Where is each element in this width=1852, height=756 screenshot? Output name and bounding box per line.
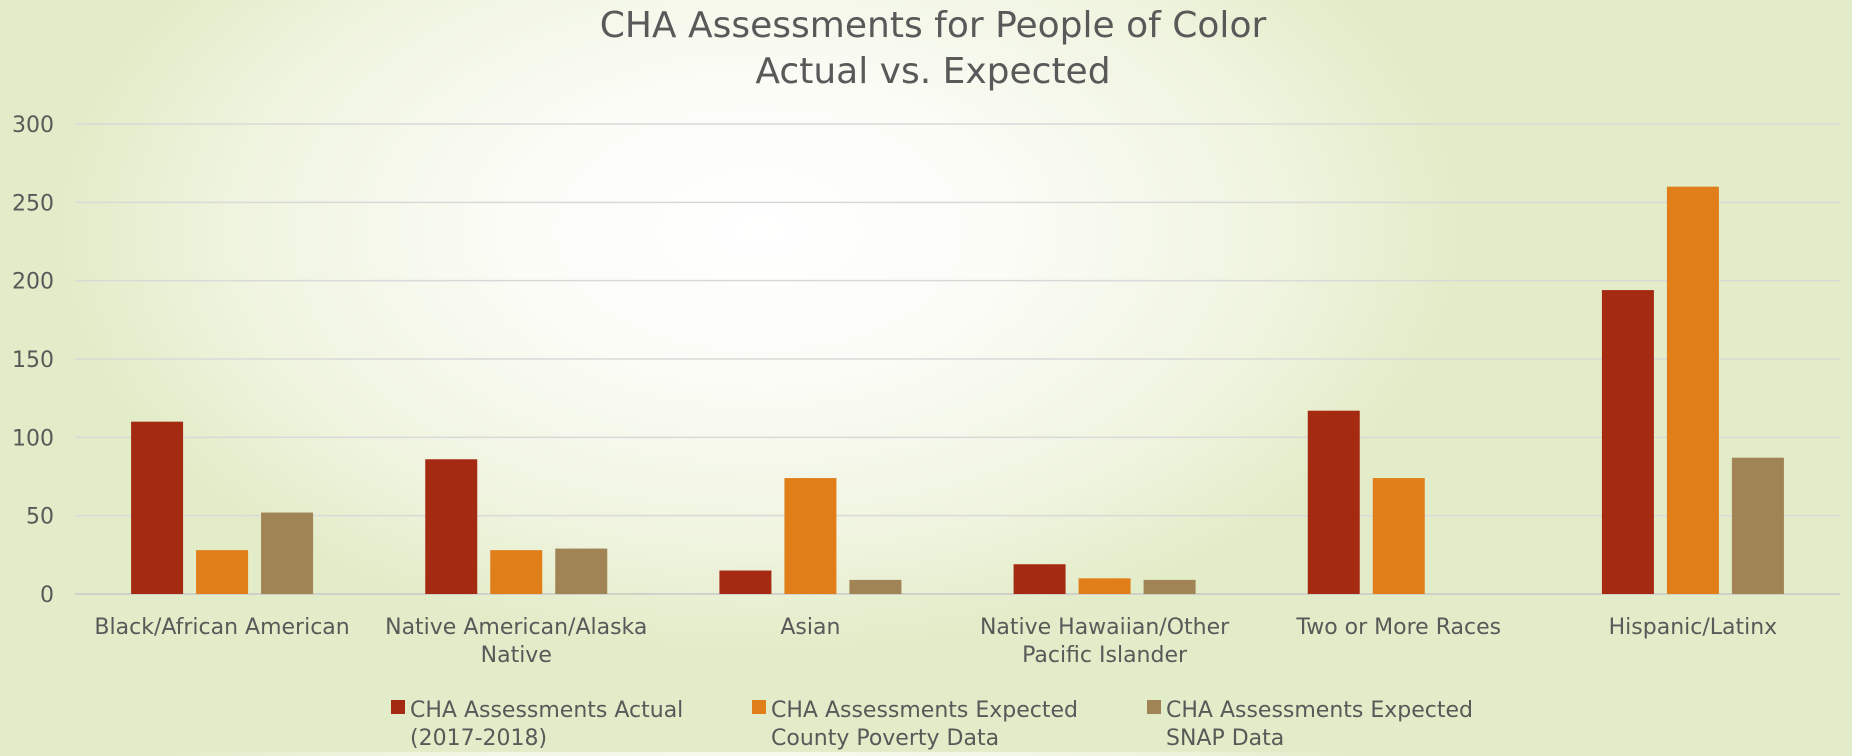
bar <box>1143 579 1196 594</box>
x-tick-label: Hispanic/Latinx <box>1609 615 1778 640</box>
bar <box>1731 457 1784 594</box>
legend-label: CHA Assessments Expected <box>1166 698 1473 723</box>
bar <box>849 579 902 594</box>
x-axis: Black/African American Native American/Al… <box>94 615 1777 668</box>
legend-label: (2017-2018) <box>410 726 547 751</box>
legend-swatch <box>391 700 405 714</box>
y-axis: 0 50 100 150 200 250 300 <box>12 113 54 608</box>
bar <box>490 550 543 594</box>
legend-label: CHA Assessments Actual <box>410 698 683 723</box>
bars <box>131 186 1784 594</box>
y-tick-label: 0 <box>40 583 54 608</box>
legend-swatch <box>1147 700 1161 714</box>
bar <box>555 548 608 594</box>
x-tick-label: Black/African American <box>94 615 349 640</box>
legend-label: County Poverty Data <box>771 726 999 751</box>
legend-label: CHA Assessments Expected <box>771 698 1078 723</box>
x-tick-label: Native Hawaiian/Other <box>980 615 1230 640</box>
bar <box>1372 478 1425 594</box>
y-tick-label: 300 <box>12 113 54 138</box>
legend: CHA Assessments Actual (2017-2018) CHA Ass… <box>391 698 1473 751</box>
y-tick-label: 100 <box>12 426 54 451</box>
y-tick-label: 250 <box>12 191 54 216</box>
bar <box>1666 186 1719 594</box>
chart-subtitle: Actual vs. Expected <box>755 51 1110 92</box>
y-tick-label: 200 <box>12 270 54 295</box>
bar <box>719 570 772 594</box>
chart-title: CHA Assessments for People of Color <box>600 5 1267 46</box>
bar <box>1078 578 1131 594</box>
x-tick-label: Pacific Islander <box>1022 643 1188 668</box>
bar <box>784 478 837 594</box>
bar <box>1013 564 1066 594</box>
bar <box>425 459 478 594</box>
bar <box>196 550 249 594</box>
y-tick-label: 150 <box>12 348 54 373</box>
bar <box>1307 410 1360 594</box>
legend-label: SNAP Data <box>1166 726 1284 751</box>
bar <box>131 421 184 594</box>
bar <box>261 512 314 594</box>
x-tick-label: Native American/Alaska <box>385 615 647 640</box>
gridlines <box>75 123 1840 595</box>
x-tick-label: Two or More Races <box>1295 615 1501 640</box>
x-tick-label: Native <box>481 643 552 668</box>
y-tick-label: 50 <box>26 505 54 530</box>
legend-swatch <box>752 700 766 714</box>
bar <box>1601 290 1654 594</box>
x-tick-label: Asian <box>780 615 840 640</box>
